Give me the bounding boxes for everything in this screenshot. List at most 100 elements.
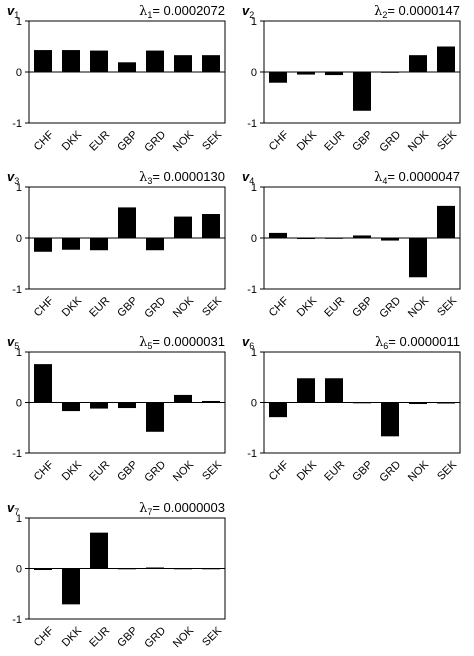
bar-sek xyxy=(437,46,455,72)
y-tick-label: 1 xyxy=(251,182,257,194)
bar-dkk xyxy=(297,238,315,240)
x-tick-label: SEK xyxy=(435,128,460,153)
bar-grd xyxy=(146,567,164,569)
lambda-subscript: 6 xyxy=(383,341,388,351)
x-tick-label: CHF xyxy=(267,459,292,484)
x-tick-label: GBP xyxy=(350,459,375,484)
eigenvalue-label: λ3= 0.0000130 xyxy=(139,169,225,186)
bar-dkk xyxy=(297,378,315,403)
y-tick-label: 1 xyxy=(16,16,22,28)
bar-chf xyxy=(269,232,287,238)
vector-subscript: 5 xyxy=(14,341,19,351)
x-tick-label: GRD xyxy=(142,295,168,321)
vector-label: v1 xyxy=(7,3,19,20)
bar-nok xyxy=(174,394,192,403)
y-tick-label: -1 xyxy=(12,614,22,626)
bar-sek xyxy=(202,55,220,72)
vector-subscript: 3 xyxy=(14,176,19,186)
bar-nok xyxy=(174,216,192,238)
x-tick-label: SEK xyxy=(435,294,460,319)
bar-grd xyxy=(381,238,399,241)
lambda-subscript: 5 xyxy=(147,341,152,351)
eigenvalue-label: λ6= 0.0000011 xyxy=(375,334,460,351)
bar-gbp xyxy=(353,235,371,238)
x-tick-label: GRD xyxy=(377,129,403,155)
y-tick-label: 1 xyxy=(251,16,257,28)
lambda-subscript: 1 xyxy=(147,10,152,20)
eigenvalue-label: λ5= 0.0000031 xyxy=(139,334,225,351)
x-tick-label: GRD xyxy=(142,625,168,651)
bar-grd xyxy=(146,238,164,251)
y-tick-label: -1 xyxy=(247,284,257,296)
bar-sek xyxy=(437,402,455,404)
bar-chf xyxy=(34,50,52,72)
vector-subscript: 7 xyxy=(14,507,19,517)
x-tick-label: SEK xyxy=(200,458,225,483)
x-tick-label: EUR xyxy=(322,129,347,154)
bar-gbp xyxy=(353,72,371,111)
bar-grd xyxy=(146,50,164,72)
bar-eur xyxy=(90,238,108,251)
x-tick-label: DKK xyxy=(295,128,320,153)
x-tick-label: EUR xyxy=(87,295,112,320)
x-tick-label: EUR xyxy=(87,459,112,484)
vector-symbol: v xyxy=(7,3,15,18)
lambda-symbol: λ xyxy=(139,501,147,516)
x-tick-label: GBP xyxy=(350,295,375,320)
lambda-symbol: λ xyxy=(375,335,383,350)
vector-symbol: v xyxy=(242,334,250,349)
vector-label: v2 xyxy=(242,3,254,20)
bar-nok xyxy=(174,568,192,570)
y-tick-label: 1 xyxy=(16,513,22,525)
y-tick-label: 0 xyxy=(251,233,257,245)
x-tick-label: CHF xyxy=(32,295,57,320)
x-tick-label: EUR xyxy=(322,459,347,484)
vector-symbol: v xyxy=(242,169,250,184)
y-tick-label: 0 xyxy=(251,398,257,410)
bar-eur xyxy=(90,532,108,569)
y-tick-label: 0 xyxy=(16,233,22,245)
bar-gbp xyxy=(118,402,136,409)
bar-sek xyxy=(202,400,220,403)
x-tick-label: GBP xyxy=(115,625,140,650)
vector-label: v6 xyxy=(242,334,254,351)
bar-dkk xyxy=(62,238,80,250)
x-tick-label: CHF xyxy=(267,295,292,320)
y-tick-label: 1 xyxy=(16,347,22,359)
bar-chf xyxy=(34,364,52,403)
x-tick-label: NOK xyxy=(406,128,432,154)
bar-grd xyxy=(146,402,164,432)
bar-gbp xyxy=(118,62,136,72)
x-tick-label: NOK xyxy=(171,458,197,484)
lambda-subscript: 7 xyxy=(147,507,152,517)
x-tick-label: NOK xyxy=(406,458,432,484)
vector-symbol: v xyxy=(7,169,15,184)
bar-dkk xyxy=(62,402,80,412)
x-tick-label: GRD xyxy=(142,129,168,155)
x-tick-label: DKK xyxy=(60,458,85,483)
x-tick-label: DKK xyxy=(295,458,320,483)
eigenvalue-label: λ1= 0.0002072 xyxy=(139,3,225,20)
bar-nok xyxy=(409,238,427,278)
x-tick-label: EUR xyxy=(87,129,112,154)
x-tick-label: DKK xyxy=(295,294,320,319)
bar-chf xyxy=(269,402,287,418)
x-tick-label: GBP xyxy=(115,459,140,484)
y-tick-label: 1 xyxy=(16,182,22,194)
vector-subscript: 4 xyxy=(249,176,254,186)
bar-nok xyxy=(409,55,427,72)
y-tick-label: -1 xyxy=(12,448,22,460)
bar-chf xyxy=(34,238,52,252)
lambda-subscript: 3 xyxy=(147,176,152,186)
lambda-subscript: 4 xyxy=(382,176,387,186)
x-tick-label: SEK xyxy=(435,458,460,483)
x-tick-label: SEK xyxy=(200,294,225,319)
lambda-value: = 0.0000003 xyxy=(152,500,225,515)
lambda-symbol: λ xyxy=(139,4,147,19)
